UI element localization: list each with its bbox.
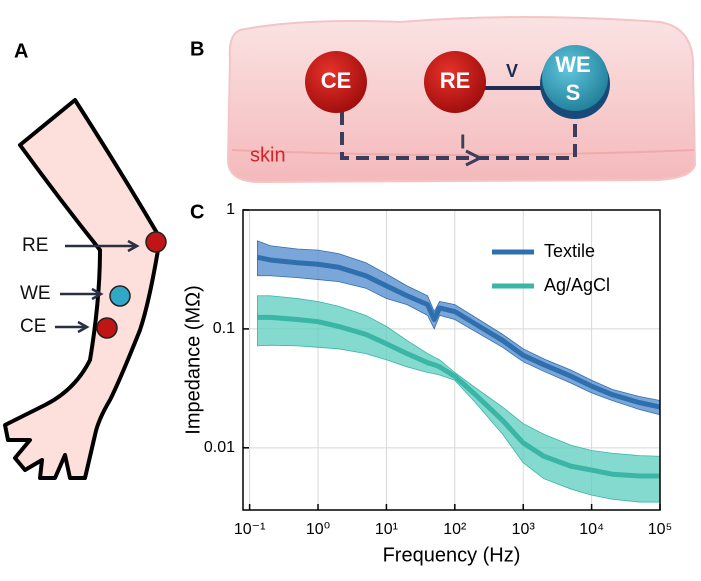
we-electrode — [542, 45, 608, 111]
x-tick-label: 10⁴ — [579, 521, 604, 538]
plot-frame — [242, 209, 661, 511]
legend-label: Ag/AgCl — [544, 275, 610, 295]
x-tick-label: 10⁻¹ — [234, 521, 266, 538]
panel-label: B — [190, 38, 204, 60]
x-tick-label: 10¹ — [375, 521, 398, 538]
skin-edge — [231, 149, 695, 156]
skin-label: skin — [250, 144, 286, 166]
electrode-label: CE — [321, 68, 352, 93]
ce-electrode — [305, 51, 367, 113]
chart: 10⁻¹ 10⁰ 10¹ 10² 10³ 10⁴ 10⁵ 0.01 0.1 1 Textile Ag/… — [182, 201, 672, 566]
re-dot — [145, 231, 167, 253]
electrode-label: RE — [440, 68, 471, 93]
current-arrow — [465, 149, 484, 167]
x-tick-label: 10⁰ — [306, 521, 330, 538]
y-tick-label: 1 — [226, 201, 235, 218]
x-tick-label: 10⁵ — [648, 521, 672, 538]
legend-label: Textile — [544, 241, 595, 261]
panel-label: C — [190, 201, 204, 223]
we-dot — [109, 285, 131, 307]
ce-dot — [96, 317, 118, 339]
re-electrode — [424, 51, 486, 113]
arrows — [55, 239, 140, 334]
electrode-label: WE — [20, 283, 51, 304]
y-tick-label: 0.1 — [213, 320, 235, 337]
current-label: I — [460, 131, 466, 153]
series-line — [257, 314, 660, 479]
x-axis-title: Frequency (Hz) — [383, 544, 521, 566]
y-axis-title: Impedance (MΩ) — [182, 285, 204, 434]
panel-label: A — [14, 40, 28, 62]
voltage-label: V — [506, 61, 518, 81]
electrode-label: S — [566, 80, 581, 105]
x-tick-label: 10² — [443, 521, 467, 538]
series-line — [256, 254, 660, 410]
x-tick-label: 10³ — [512, 521, 536, 538]
current-path — [340, 112, 577, 160]
electrode-label: RE — [22, 235, 48, 256]
y-tick-label: 0.01 — [204, 439, 235, 456]
band — [257, 295, 660, 503]
electrode-label: WE — [555, 52, 590, 77]
electrode-label: CE — [20, 316, 46, 337]
